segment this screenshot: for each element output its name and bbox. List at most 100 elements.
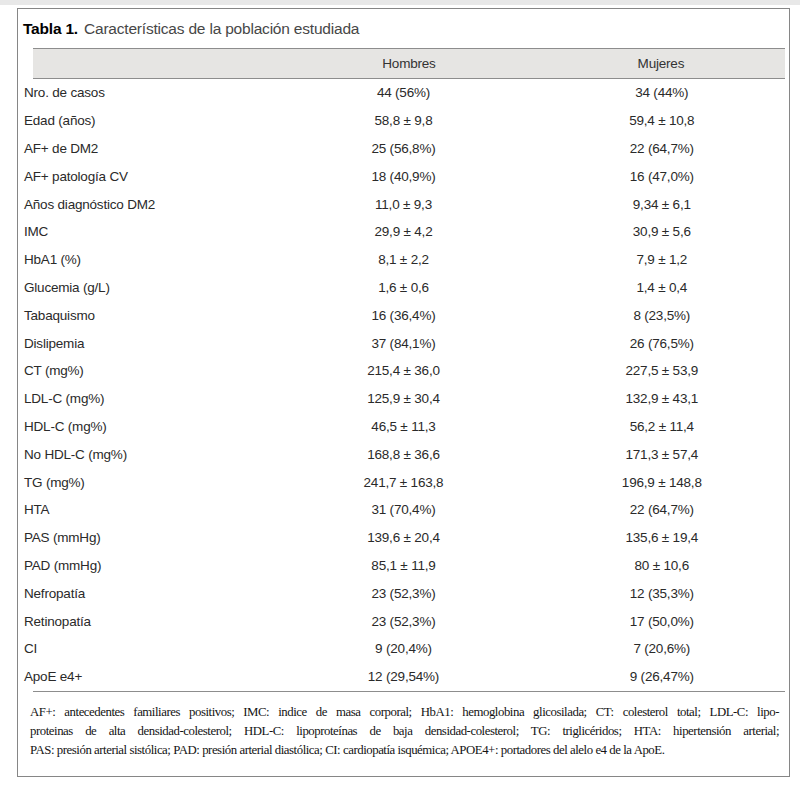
- row-label: HbA1 (%): [18, 246, 272, 274]
- mujeres-value: 7,9 ± 1,2: [535, 246, 789, 274]
- footnote: AF+: antecedentes familiares positivos; …: [18, 692, 789, 761]
- mujeres-value: 171,3 ± 57,4: [535, 440, 789, 468]
- mujeres-value: 227,5 ± 53,9: [535, 357, 789, 385]
- table-row: Edad (años) 58,8 ± 9,8 59,4 ± 10,8: [18, 107, 789, 135]
- row-label: LDL-C (mg%): [18, 385, 272, 413]
- hombres-value: 215,4 ± 36,0: [272, 357, 534, 385]
- mujeres-value: 12 (35,3%): [535, 579, 789, 607]
- mujeres-value: 7 (20,6%): [535, 635, 789, 663]
- mujeres-value: 22 (64,7%): [535, 135, 789, 163]
- hombres-value: 241,7 ± 163,8: [272, 468, 534, 496]
- row-label: IMC: [18, 218, 272, 246]
- row-label: HTA: [18, 496, 272, 524]
- mujeres-value: 17 (50,0%): [535, 607, 789, 635]
- row-label: Tabaquismo: [18, 301, 272, 329]
- hombres-value: 37 (84,1%): [272, 329, 534, 357]
- mujeres-value: 26 (76,5%): [535, 329, 789, 357]
- hombres-value: 168,8 ± 36,6: [272, 440, 534, 468]
- table-row: HDL-C (mg%) 46,5 ± 11,3 56,2 ± 11,4: [18, 413, 789, 441]
- hombres-value: 23 (52,3%): [272, 607, 534, 635]
- table-row: Retinopatía 23 (52,3%) 17 (50,0%): [18, 607, 789, 635]
- hombres-value: 85,1 ± 11,9: [272, 552, 534, 580]
- table-title-label: Tabla 1.: [23, 20, 78, 38]
- table-row: PAD (mmHg) 85,1 ± 11,9 80 ± 10,6: [18, 552, 789, 580]
- row-label: Nro. de casos: [18, 79, 272, 107]
- row-label: AF+ de DM2: [18, 135, 272, 163]
- mujeres-value: 30,9 ± 5,6: [535, 218, 789, 246]
- hombres-value: 18 (40,9%): [272, 162, 534, 190]
- row-label: No HDL-C (mg%): [18, 440, 272, 468]
- mujeres-value: 9,34 ± 6,1: [535, 190, 789, 218]
- row-label: PAS (mmHg): [18, 524, 272, 552]
- row-label: Años diagnóstico DM2: [18, 190, 272, 218]
- row-label: CT (mg%): [18, 357, 272, 385]
- table-row: AF+ patología CV 18 (40,9%) 16 (47,0%): [18, 162, 789, 190]
- hombres-value: 139,6 ± 20,4: [272, 524, 534, 552]
- table-row: Nefropatía 23 (52,3%) 12 (35,3%): [18, 579, 789, 607]
- table-row: Nro. de casos 44 (56%) 34 (44%): [18, 79, 789, 107]
- hombres-value: 16 (36,4%): [272, 301, 534, 329]
- row-label: TG (mg%): [18, 468, 272, 496]
- footnote-line-2: proteinas de alta densidad-colesterol; H…: [30, 722, 779, 741]
- footnote-line-3: PAS: presión arterial sistólica; PAD: pr…: [30, 741, 779, 760]
- row-label: Nefropatía: [18, 579, 272, 607]
- table-row: TG (mg%) 241,7 ± 163,8 196,9 ± 148,8: [18, 468, 789, 496]
- table-row: PAS (mmHg) 139,6 ± 20,4 135,6 ± 19,4: [18, 524, 789, 552]
- footnote-line-1: AF+: antecedentes familiares positivos; …: [30, 703, 779, 722]
- header-hombres: Hombres: [281, 56, 537, 71]
- mujeres-value: 80 ± 10,6: [535, 552, 789, 580]
- hombres-value: 9 (20,4%): [272, 635, 534, 663]
- row-label: PAD (mmHg): [18, 552, 272, 580]
- row-label: AF+ patología CV: [18, 162, 272, 190]
- table-row: HbA1 (%) 8,1 ± 2,2 7,9 ± 1,2: [18, 246, 789, 274]
- hombres-value: 29,9 ± 4,2: [272, 218, 534, 246]
- table-title-text: Características de la población estudiad…: [84, 20, 359, 38]
- row-label: HDL-C (mg%): [18, 413, 272, 441]
- hombres-value: 11,0 ± 9,3: [272, 190, 534, 218]
- table-row: No HDL-C (mg%) 168,8 ± 36,6 171,3 ± 57,4: [18, 440, 789, 468]
- mujeres-value: 22 (64,7%): [535, 496, 789, 524]
- table-row: IMC 29,9 ± 4,2 30,9 ± 5,6: [18, 218, 789, 246]
- table-row: Glucemia (g/L) 1,6 ± 0,6 1,4 ± 0,4: [18, 274, 789, 302]
- hombres-value: 8,1 ± 2,2: [272, 246, 534, 274]
- table-row: LDL-C (mg%) 125,9 ± 30,4 132,9 ± 43,1: [18, 385, 789, 413]
- table-1-container: Tabla 1. Características de la población…: [17, 8, 790, 777]
- mujeres-value: 16 (47,0%): [535, 162, 789, 190]
- row-label: Dislipemia: [18, 329, 272, 357]
- table-row: Dislipemia 37 (84,1%) 26 (76,5%): [18, 329, 789, 357]
- table-row: Tabaquismo 16 (36,4%) 8 (23,5%): [18, 301, 789, 329]
- table-row: CT (mg%) 215,4 ± 36,0 227,5 ± 53,9: [18, 357, 789, 385]
- table-row: CI 9 (20,4%) 7 (20,6%): [18, 635, 789, 663]
- scan-edge-strip: [0, 0, 800, 5]
- data-table: Nro. de casos 44 (56%) 34 (44%) Edad (añ…: [18, 79, 789, 691]
- table-header-row: Hombres Mujeres: [33, 48, 785, 79]
- row-label: Glucemia (g/L): [18, 274, 272, 302]
- header-mujeres: Mujeres: [537, 56, 785, 71]
- table-title: Tabla 1. Características de la población…: [18, 9, 789, 48]
- mujeres-value: 59,4 ± 10,8: [535, 107, 789, 135]
- mujeres-value: 8 (23,5%): [535, 301, 789, 329]
- table-row: AF+ de DM2 25 (56,8%) 22 (64,7%): [18, 135, 789, 163]
- hombres-value: 25 (56,8%): [272, 135, 534, 163]
- hombres-value: 46,5 ± 11,3: [272, 413, 534, 441]
- mujeres-value: 9 (26,47%): [535, 663, 789, 691]
- hombres-value: 125,9 ± 30,4: [272, 385, 534, 413]
- mujeres-value: 34 (44%): [535, 79, 789, 107]
- hombres-value: 1,6 ± 0,6: [272, 274, 534, 302]
- table-row: ApoE e4+ 12 (29,54%) 9 (26,47%): [18, 663, 789, 691]
- mujeres-value: 132,9 ± 43,1: [535, 385, 789, 413]
- row-label: Retinopatía: [18, 607, 272, 635]
- table-row: HTA 31 (70,4%) 22 (64,7%): [18, 496, 789, 524]
- row-label: Edad (años): [18, 107, 272, 135]
- row-label: ApoE e4+: [18, 663, 272, 691]
- mujeres-value: 56,2 ± 11,4: [535, 413, 789, 441]
- mujeres-value: 135,6 ± 19,4: [535, 524, 789, 552]
- hombres-value: 23 (52,3%): [272, 579, 534, 607]
- hombres-value: 44 (56%): [272, 79, 534, 107]
- hombres-value: 31 (70,4%): [272, 496, 534, 524]
- table-body: Nro. de casos 44 (56%) 34 (44%) Edad (añ…: [18, 79, 789, 691]
- table-row: Años diagnóstico DM2 11,0 ± 9,3 9,34 ± 6…: [18, 190, 789, 218]
- mujeres-value: 196,9 ± 148,8: [535, 468, 789, 496]
- hombres-value: 58,8 ± 9,8: [272, 107, 534, 135]
- row-label: CI: [18, 635, 272, 663]
